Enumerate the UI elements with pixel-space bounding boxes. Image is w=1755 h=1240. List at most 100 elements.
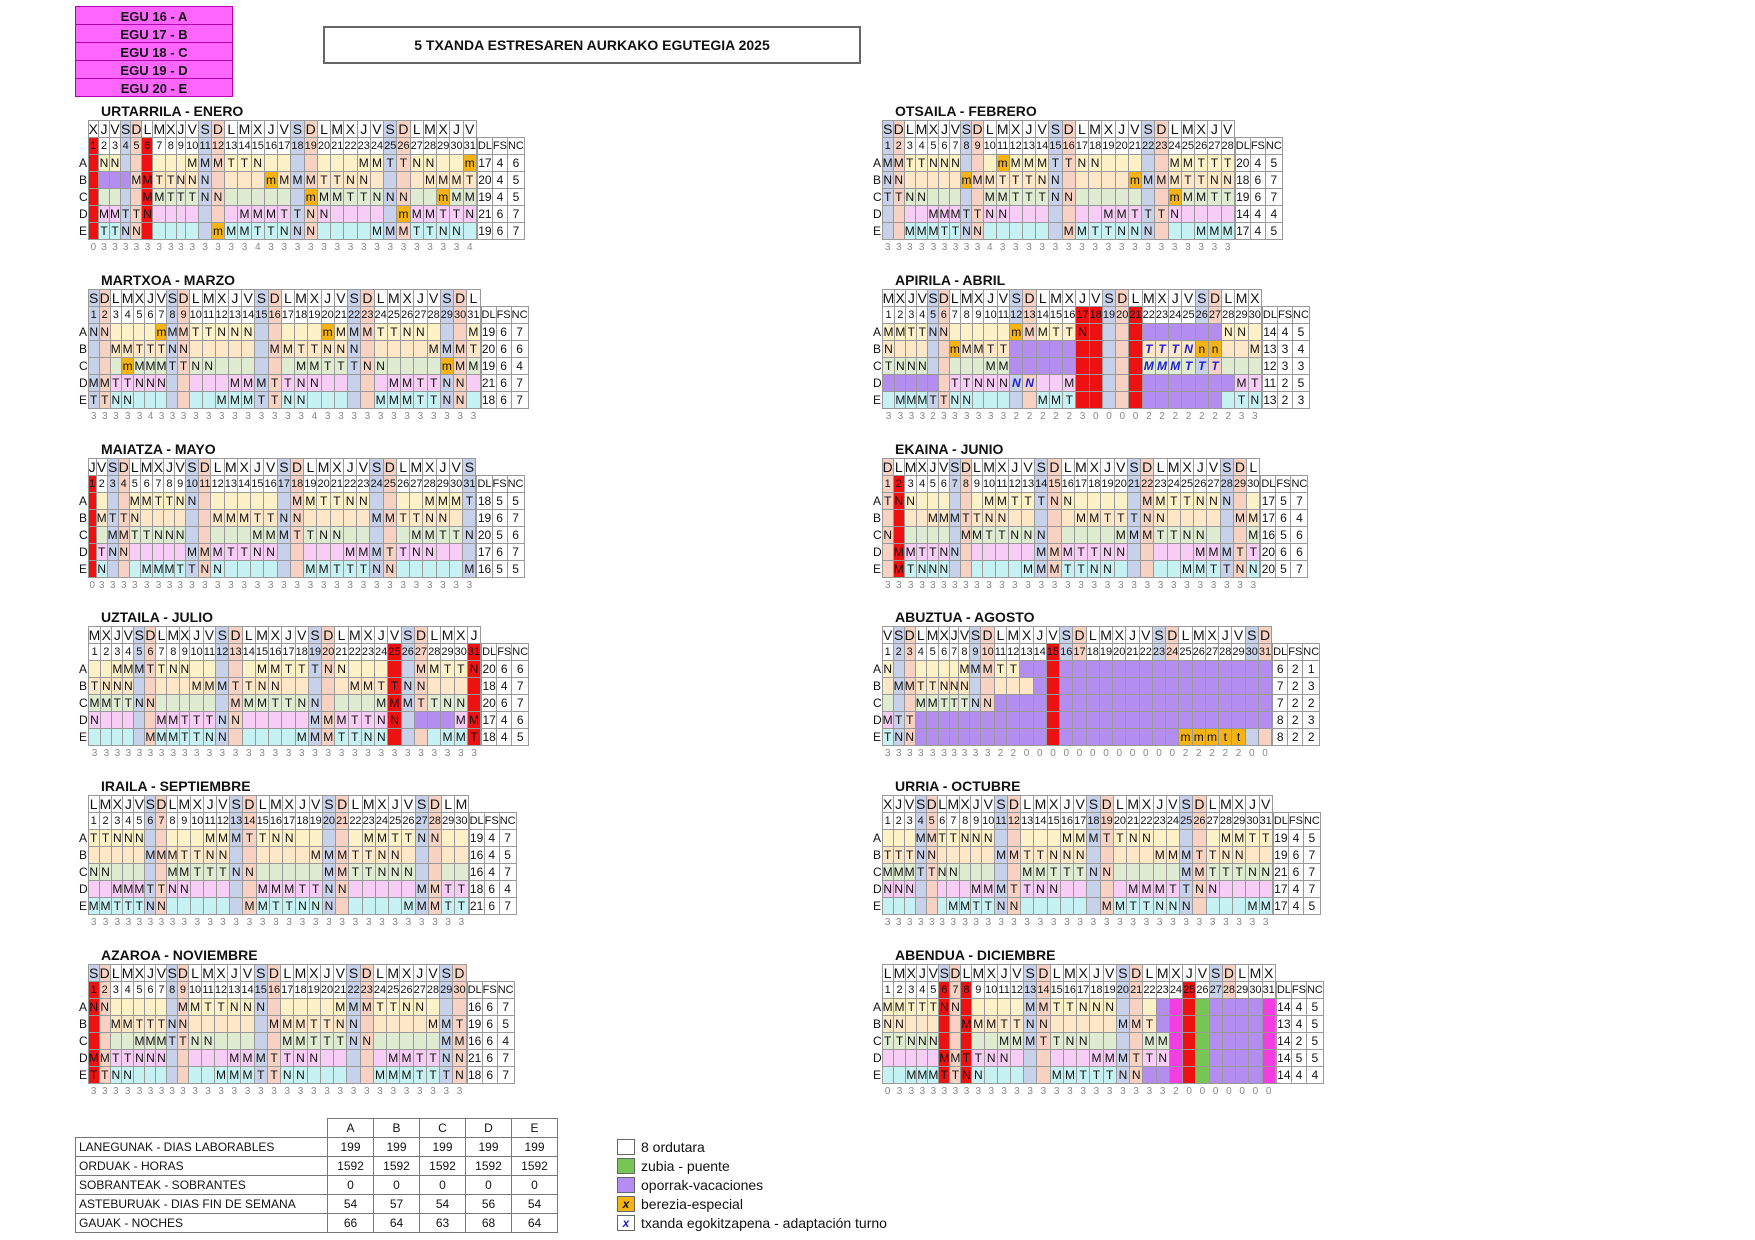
weekday-cell: S — [914, 795, 927, 813]
summary-header: FS — [1275, 475, 1292, 493]
shift-cell: M — [959, 897, 972, 915]
shift-cell — [1261, 1032, 1276, 1050]
summary-value: 5 — [1264, 222, 1283, 240]
shift-cell — [1194, 323, 1209, 341]
team-label: E — [79, 729, 88, 744]
shift-cell: M — [1073, 509, 1089, 527]
summary-value: 4 — [1290, 1015, 1307, 1033]
summary-value: 4 — [498, 880, 517, 898]
summary-value: 14 — [1275, 1049, 1292, 1067]
shift-cell — [95, 492, 108, 510]
shift-cell: T — [268, 694, 283, 712]
day-number-cell: 3 — [109, 137, 122, 155]
shift-cell — [1073, 880, 1088, 898]
shift-cell — [1257, 660, 1273, 678]
shift-cell — [356, 205, 371, 223]
shift-cell: M — [100, 694, 113, 712]
shift-cell — [1168, 1032, 1184, 1050]
shift-cell — [448, 560, 464, 578]
shift-cell: M — [400, 694, 415, 712]
shift-cell — [1221, 998, 1237, 1016]
shift-cell: T — [386, 998, 401, 1016]
shift-cell: T — [329, 560, 344, 578]
shift-cell: T — [409, 509, 424, 527]
shift-cell — [133, 677, 146, 695]
day-number-cell: 1 — [881, 981, 894, 999]
shift-cell: N — [1126, 829, 1141, 847]
shift-cell — [1221, 1032, 1237, 1050]
day-number-cell: 15 — [1048, 306, 1064, 324]
weekday-cell: M — [316, 458, 331, 476]
daily-count: 3 — [307, 242, 314, 253]
shift-cell: T — [98, 222, 111, 240]
weekday-cell: S — [1009, 289, 1024, 307]
shift-cell — [1019, 694, 1034, 712]
shift-cell: N — [983, 374, 998, 392]
day-number-cell: 21 — [335, 812, 350, 830]
weekday-cell: J — [926, 458, 939, 476]
day-number-cell: 14 — [237, 137, 252, 155]
shift-cell: M — [1115, 1015, 1131, 1033]
day-number-cell: 24 — [1165, 643, 1180, 661]
team-label: D — [873, 1050, 882, 1065]
shift-cell — [905, 1049, 918, 1067]
shift-cell: M — [1152, 846, 1167, 864]
legend-item: oporrak-vacaciones — [617, 1175, 887, 1194]
summary-value: 11 — [1261, 374, 1278, 392]
shift-cell: T — [1088, 222, 1103, 240]
shift-cell: N — [409, 543, 424, 561]
shift-cell — [960, 998, 973, 1016]
day-number-cell: 27 — [1204, 643, 1220, 661]
shift-cell — [1035, 205, 1050, 223]
day-number-cell: 17 — [1073, 475, 1089, 493]
summary-value: 6 — [491, 222, 508, 240]
summary-value: 3 — [1292, 357, 1310, 375]
shift-cell: T — [306, 1015, 321, 1033]
shift-cell: N — [1075, 323, 1090, 341]
shift-cell: T — [881, 728, 894, 746]
daily-count: 0 — [1132, 411, 1139, 422]
shift-cell — [100, 728, 113, 746]
weekday-cell: S — [1244, 626, 1259, 644]
day-number-cell: 15 — [1049, 981, 1064, 999]
daily-count: 3 — [998, 917, 1004, 928]
weekday-cell: S — [439, 964, 454, 982]
shift-cell — [356, 222, 371, 240]
weekday-cell: X — [1232, 795, 1247, 813]
daily-count: 3 — [403, 1086, 410, 1097]
shift-cell — [927, 188, 940, 206]
shift-cell: N — [133, 374, 146, 392]
shift-cell — [111, 711, 124, 729]
shift-cell: M — [98, 897, 113, 915]
weekday-cell: D — [1036, 964, 1051, 982]
shift-cell — [1088, 188, 1103, 206]
shift-cell — [356, 509, 371, 527]
weekday-cell: L — [348, 795, 363, 813]
shift-cell — [155, 1066, 168, 1084]
weekday-cell: S — [184, 458, 200, 476]
shift-cell: M — [166, 711, 181, 729]
shift-cell: N — [188, 357, 203, 375]
summary-value: 21 — [1272, 863, 1289, 881]
shift-cell — [122, 711, 135, 729]
shift-cell — [399, 1032, 414, 1050]
summary-value: 4 — [491, 188, 508, 206]
shift-cell: M — [946, 897, 961, 915]
summary-value: 6 — [495, 357, 512, 375]
shift-cell — [1047, 509, 1062, 527]
shift-cell: T — [348, 846, 363, 864]
weekday-cell: J — [374, 626, 389, 644]
shift-cell: T — [881, 492, 894, 510]
summary-header: NC — [1292, 306, 1310, 324]
shift-cell — [1208, 1032, 1223, 1050]
day-number-cell: 2 — [892, 812, 905, 830]
daily-count: 3 — [136, 411, 143, 422]
summary-value: 6 — [495, 391, 512, 409]
team-label: D — [873, 881, 882, 896]
shift-cell: N — [1100, 560, 1115, 578]
shift-cell: n — [1194, 340, 1209, 358]
shift-cell: M — [383, 222, 398, 240]
day-number-cell: 28 — [1218, 643, 1233, 661]
shift-cell: M — [881, 711, 894, 729]
